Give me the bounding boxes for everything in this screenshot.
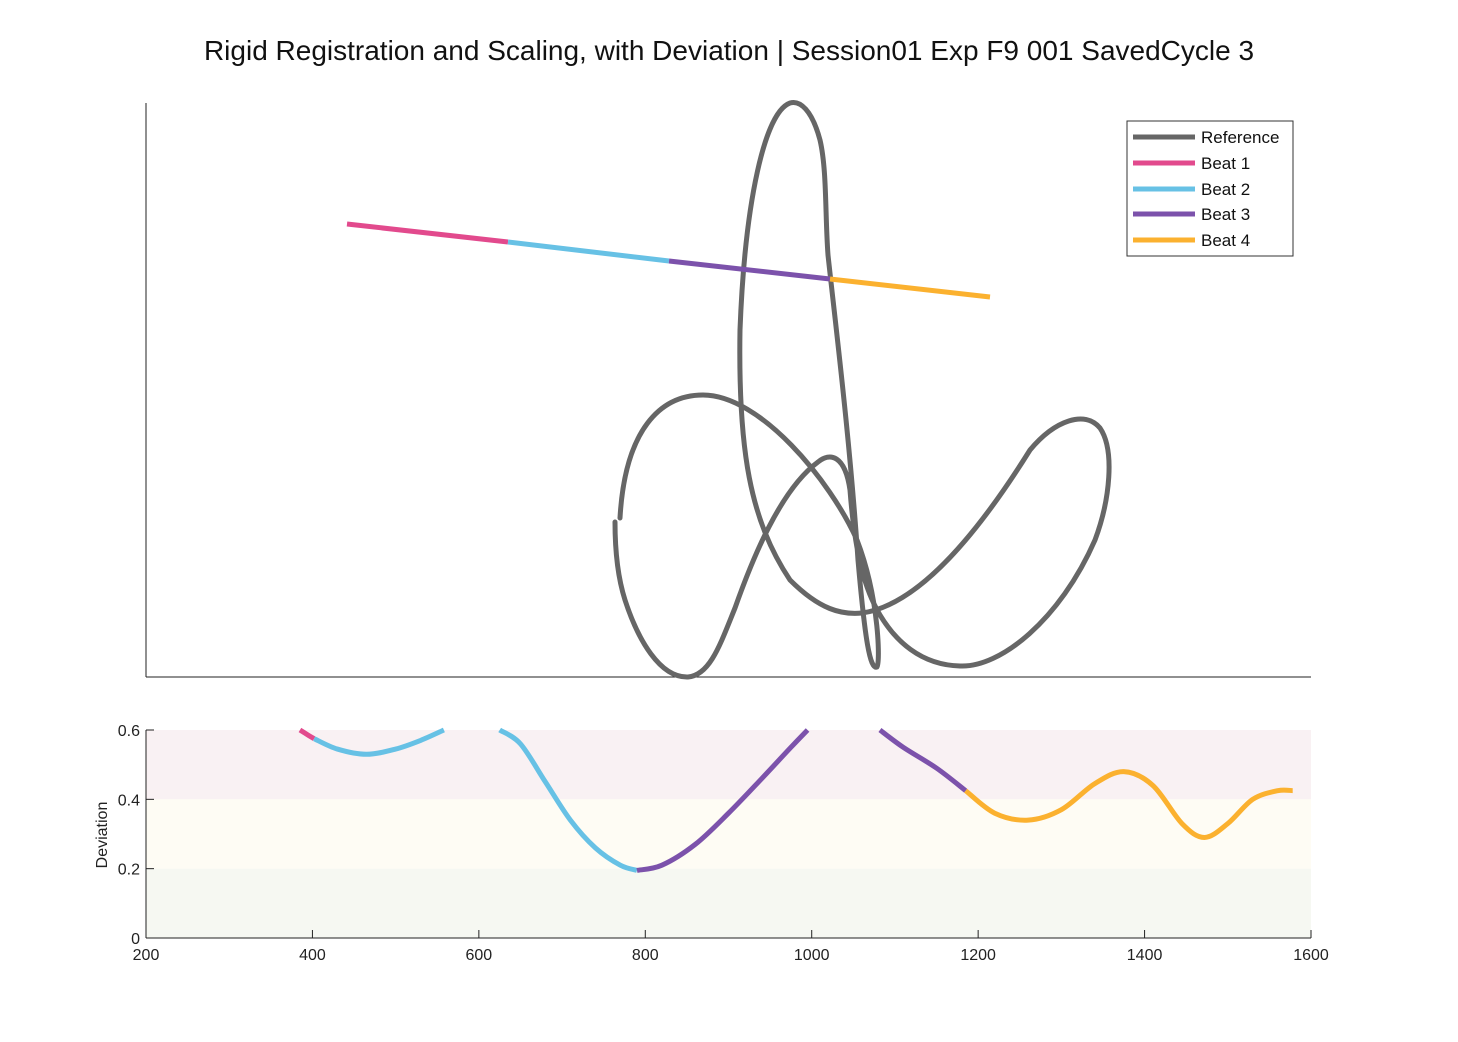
deviation-band-0	[146, 730, 1311, 800]
reference-trajectory-line	[612, 100, 1112, 680]
y-tick-label: 0.4	[118, 792, 140, 809]
deviation-band-2	[146, 868, 1311, 938]
beat-4-trajectory-segment	[829, 276, 991, 300]
beat-2-trajectory-segment	[507, 239, 670, 264]
y-tick-label: 0.6	[118, 723, 140, 740]
x-tick-label: 1200	[960, 947, 996, 964]
deviation-y-axis-label: Deviation	[94, 802, 111, 869]
legend-label-beat-2: Beat 2	[1201, 180, 1250, 199]
trajectory-panel: Reference Beat 1 Beat 2 Beat 3 Beat 4	[145, 100, 1311, 680]
chart-title: Rigid Registration and Scaling, with Dev…	[204, 35, 1254, 66]
legend: Reference Beat 1 Beat 2 Beat 3 Beat 4	[1126, 120, 1294, 257]
x-tick-label: 1000	[794, 947, 830, 964]
legend-label-beat-4: Beat 4	[1201, 231, 1250, 250]
deviation-series-beat-3-4	[878, 727, 968, 793]
deviation-axes: 200 400 600 800 1000 1200 1400 1600 0 0.2 0.4 0.6	[118, 723, 1329, 964]
deviation-bands	[146, 730, 1311, 938]
beat-3-trajectory-segment	[668, 258, 831, 282]
deviation-series-beat-3-3	[636, 728, 810, 873]
deviation-series-beat-4-5	[964, 769, 1293, 840]
y-tick-label: 0	[131, 931, 140, 948]
legend-label-beat-1: Beat 1	[1201, 154, 1250, 173]
deviation-series-beat-1-0	[298, 727, 316, 741]
x-tick-label: 1600	[1293, 947, 1329, 964]
y-tick-label: 0.2	[118, 862, 140, 879]
x-tick-label: 200	[133, 947, 160, 964]
beat-1-trajectory-segment	[346, 221, 509, 245]
x-tick-label: 1400	[1127, 947, 1163, 964]
legend-label-reference: Reference	[1201, 128, 1279, 147]
deviation-panel: 200 400 600 800 1000 1200 1400 1600 0 0.2 0.4 0.6 D…	[94, 723, 1329, 964]
x-tick-label: 600	[466, 947, 493, 964]
deviation-series-beat-2-1	[313, 727, 445, 757]
deviation-series-beat-2-2	[498, 727, 638, 873]
legend-label-beat-3: Beat 3	[1201, 205, 1250, 224]
x-tick-label: 800	[632, 947, 659, 964]
deviation-series	[298, 727, 1293, 873]
x-tick-label: 400	[299, 947, 326, 964]
